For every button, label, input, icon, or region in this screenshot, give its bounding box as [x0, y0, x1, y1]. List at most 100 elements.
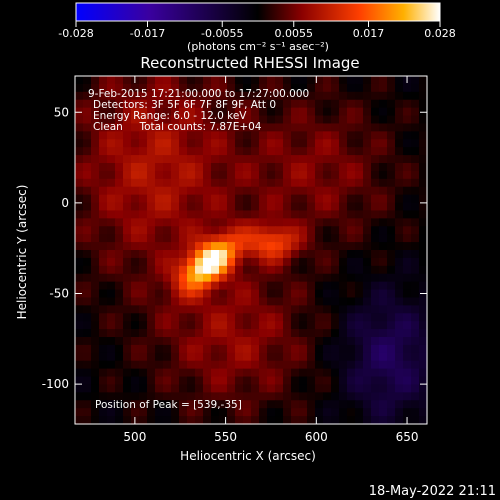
heatmap-cell — [163, 305, 172, 314]
heatmap-cell — [115, 83, 124, 93]
heatmap-cell — [75, 123, 84, 132]
heatmap-cell — [203, 400, 212, 409]
heatmap-cell — [371, 408, 380, 417]
heatmap-cell — [163, 99, 172, 109]
heatmap-cell — [155, 257, 164, 267]
heatmap-cell — [219, 147, 228, 156]
heatmap-cell — [131, 218, 140, 227]
heatmap-cell — [107, 384, 116, 393]
heatmap-cell — [115, 99, 124, 109]
heatmap-cell — [379, 210, 388, 219]
heatmap-cell — [371, 107, 380, 117]
timestamp: 18-May-2022 21:11 — [369, 484, 496, 499]
heatmap-cell — [363, 257, 372, 267]
heatmap-cell — [83, 416, 92, 425]
heatmap-cell — [91, 329, 100, 338]
heatmap-cell — [187, 139, 196, 148]
heatmap-cell — [379, 155, 388, 164]
heatmap-cell — [155, 147, 164, 156]
heatmap-cell — [187, 400, 196, 409]
heatmap-cell — [171, 194, 180, 204]
heatmap-cell — [187, 115, 196, 125]
heatmap-cell — [155, 76, 164, 85]
heatmap-cell — [363, 234, 372, 243]
heatmap-cell — [403, 131, 412, 140]
heatmap-cell — [387, 131, 396, 140]
heatmap-cell — [387, 400, 396, 409]
heatmap-cell — [219, 178, 228, 188]
heatmap-cell — [347, 107, 356, 117]
heatmap-cell — [283, 210, 292, 219]
heatmap-cell — [219, 170, 228, 180]
heatmap-cell — [323, 305, 332, 314]
heatmap-cell — [331, 91, 340, 101]
heatmap-cell — [387, 242, 396, 251]
heatmap-cell — [339, 107, 348, 117]
heatmap-cell — [195, 321, 204, 330]
heatmap-cell — [147, 178, 156, 188]
heatmap-cell — [307, 384, 316, 393]
heatmap-cell — [123, 400, 132, 409]
heatmap-cell — [155, 400, 164, 409]
heatmap-cell — [419, 163, 428, 172]
heatmap-cell — [395, 202, 404, 212]
heatmap-cell — [299, 107, 308, 117]
x-tick-label: 500 — [123, 430, 146, 444]
plot-frame — [74, 75, 428, 425]
heatmap-cell — [331, 163, 340, 172]
heatmap-cell — [227, 384, 236, 393]
heatmap-cell — [123, 163, 132, 172]
heatmap-cell — [99, 352, 108, 362]
heatmap-cell — [411, 344, 420, 354]
heatmap-cell — [179, 210, 188, 219]
heatmap-cell — [147, 163, 156, 172]
heatmap-cell — [139, 384, 148, 393]
heatmap-cell — [99, 360, 108, 370]
heatmap-cell — [227, 76, 236, 85]
heatmap-cell — [251, 155, 260, 164]
heatmap-cell — [291, 178, 300, 188]
heatmap-cell — [155, 234, 164, 243]
heatmap-cell — [235, 107, 244, 117]
heatmap-cell — [347, 123, 356, 132]
heatmap-cell — [299, 218, 308, 227]
heatmap-cell — [323, 91, 332, 101]
heatmap-cell — [147, 416, 156, 425]
heatmap-cell — [211, 115, 220, 125]
heatmap-cell — [115, 107, 124, 117]
colorbar-tick-label: 0.0055 — [275, 27, 314, 40]
heatmap-cell — [403, 210, 412, 219]
heatmap-cell — [347, 115, 356, 125]
heatmap-cell — [379, 147, 388, 156]
heatmap-cell — [75, 163, 84, 172]
heatmap-cell — [259, 321, 268, 330]
heatmap-cell — [347, 273, 356, 283]
heatmap-cell — [283, 226, 292, 235]
heatmap-cell — [211, 163, 220, 172]
heatmap-cell — [323, 163, 332, 172]
heatmap-cell — [203, 392, 212, 401]
heatmap-cell — [331, 170, 340, 180]
heatmap-cell — [131, 234, 140, 243]
heatmap-cell — [123, 265, 132, 275]
heatmap-cell — [171, 163, 180, 172]
heatmap-cell — [171, 297, 180, 306]
heatmap-cell — [315, 344, 324, 354]
heatmap-cell — [371, 115, 380, 125]
heatmap-cell — [411, 368, 420, 378]
heatmap-cell — [219, 99, 228, 109]
heatmap-cell — [299, 329, 308, 338]
heatmap-cell — [267, 384, 276, 393]
heatmap-cell — [203, 83, 212, 93]
heatmap-cell — [395, 305, 404, 314]
heatmap-cell — [275, 297, 284, 306]
heatmap-cell — [147, 368, 156, 378]
heatmap-cell — [107, 83, 116, 93]
heatmap-cell — [419, 257, 428, 267]
heatmap-cell — [331, 313, 340, 322]
colorbar-tick-label: -0.028 — [58, 27, 93, 40]
heatmap-cell — [323, 242, 332, 251]
heatmap-cell — [355, 257, 364, 267]
heatmap-cell — [275, 163, 284, 172]
heatmap-cell — [315, 131, 324, 140]
